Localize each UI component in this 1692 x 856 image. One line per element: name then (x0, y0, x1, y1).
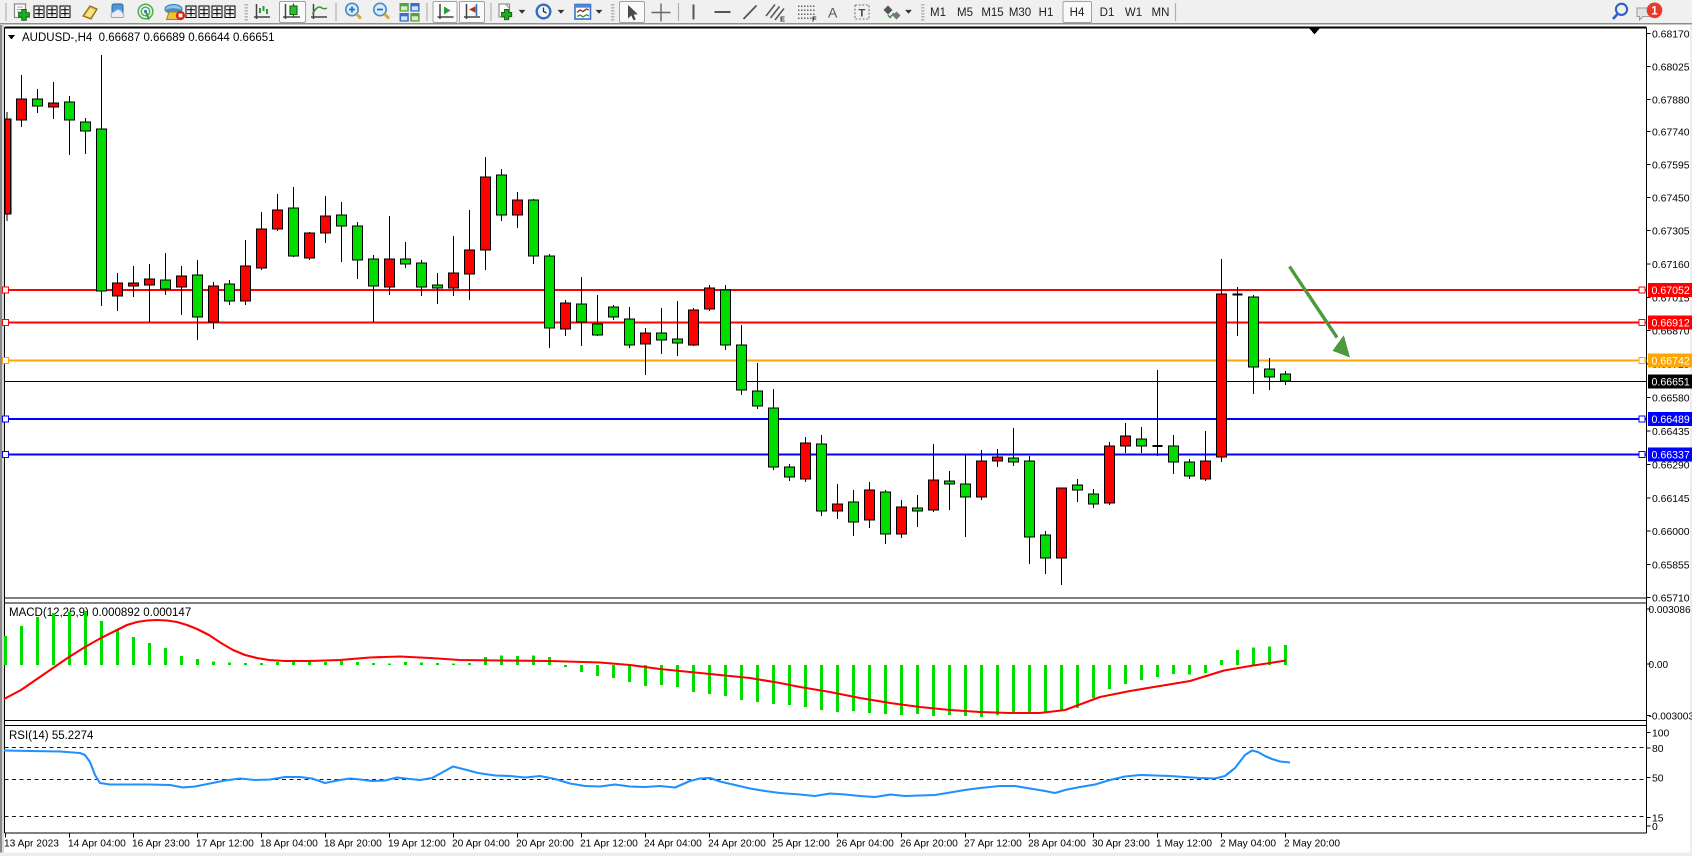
svg-text:0.65710: 0.65710 (1652, 593, 1690, 604)
svg-text:M5: M5 (957, 7, 973, 19)
svg-text:0.66742: 0.66742 (1652, 355, 1690, 367)
svg-text:16 Apr 23:00: 16 Apr 23:00 (132, 839, 190, 850)
svg-text:0.00: 0.00 (1649, 660, 1669, 671)
svg-text:18 Apr 04:00: 18 Apr 04:00 (260, 839, 318, 850)
svg-text:20 Apr 04:00: 20 Apr 04:00 (452, 839, 510, 850)
svg-text:0.66290: 0.66290 (1652, 460, 1690, 471)
svg-text:0.67880: 0.67880 (1652, 95, 1690, 106)
svg-text:H4: H4 (1070, 7, 1085, 19)
svg-text:0.68170: 0.68170 (1652, 29, 1690, 40)
svg-text:0.66000: 0.66000 (1652, 527, 1690, 538)
svg-text:28 Apr 04:00: 28 Apr 04:00 (1028, 839, 1086, 850)
svg-text:F: F (812, 15, 817, 24)
svg-text:24 Apr 04:00: 24 Apr 04:00 (644, 839, 702, 850)
svg-text:T: T (859, 8, 866, 20)
svg-text:2 May 20:00: 2 May 20:00 (1284, 839, 1340, 850)
svg-text:19 Apr 12:00: 19 Apr 12:00 (388, 839, 446, 850)
svg-text:30 Apr 23:00: 30 Apr 23:00 (1092, 839, 1150, 850)
svg-text:M30: M30 (1009, 7, 1031, 19)
svg-text:0.65855: 0.65855 (1652, 560, 1690, 571)
svg-text:0.67160: 0.67160 (1652, 260, 1690, 271)
svg-text:0.67052: 0.67052 (1652, 285, 1690, 297)
svg-text:21 Apr 12:00: 21 Apr 12:00 (580, 839, 638, 850)
svg-text:0.67305: 0.67305 (1652, 226, 1690, 237)
svg-text:20 Apr 20:00: 20 Apr 20:00 (516, 839, 574, 850)
svg-text:0.66870: 0.66870 (1652, 326, 1690, 337)
svg-text:0.67450: 0.67450 (1652, 193, 1690, 204)
svg-text:24 Apr 20:00: 24 Apr 20:00 (708, 839, 766, 850)
svg-text:AUDUSD-,H4 0.66687 0.66689 0.: AUDUSD-,H4 0.66687 0.66689 0.66644 0.666… (22, 32, 275, 44)
svg-text:2 May 04:00: 2 May 04:00 (1220, 839, 1276, 850)
svg-text:D1: D1 (1100, 7, 1115, 19)
svg-text:0.66580: 0.66580 (1652, 393, 1690, 404)
svg-text:MN: MN (1152, 7, 1170, 19)
svg-text:80: 80 (1652, 744, 1664, 755)
svg-text:18 Apr 20:00: 18 Apr 20:00 (324, 839, 382, 850)
svg-text:RSI(14) 55.2274: RSI(14) 55.2274 (9, 730, 94, 742)
svg-text:26 Apr 20:00: 26 Apr 20:00 (900, 839, 958, 850)
svg-text:1: 1 (1651, 6, 1658, 18)
svg-text:15: 15 (1652, 813, 1664, 824)
svg-text:50: 50 (1652, 773, 1664, 784)
svg-text:0.66489: 0.66489 (1652, 414, 1690, 426)
svg-text:E: E (780, 15, 785, 24)
svg-text:17 Apr 12:00: 17 Apr 12:00 (196, 839, 254, 850)
svg-text:M1: M1 (930, 7, 946, 19)
svg-text:0.66435: 0.66435 (1652, 427, 1690, 438)
svg-text:0.003086: 0.003086 (1649, 605, 1691, 616)
svg-text:M15: M15 (981, 7, 1003, 19)
svg-text:0.66145: 0.66145 (1652, 494, 1690, 505)
svg-text:-0.003003: -0.003003 (1649, 711, 1692, 722)
svg-text:0.67015: 0.67015 (1652, 293, 1690, 304)
svg-text:H1: H1 (1039, 7, 1054, 19)
svg-text:26 Apr 04:00: 26 Apr 04:00 (836, 839, 894, 850)
svg-text:W1: W1 (1125, 7, 1142, 19)
svg-text:0.66337: 0.66337 (1652, 449, 1690, 461)
svg-text:1 May 12:00: 1 May 12:00 (1156, 839, 1212, 850)
svg-text:0.68025: 0.68025 (1652, 62, 1690, 73)
svg-text:0.66651: 0.66651 (1652, 376, 1690, 388)
svg-text:0.67740: 0.67740 (1652, 127, 1690, 138)
svg-text:0.67595: 0.67595 (1652, 160, 1690, 171)
svg-text:13 Apr 2023: 13 Apr 2023 (4, 839, 59, 850)
svg-text:0: 0 (1652, 822, 1658, 833)
svg-text:25 Apr 12:00: 25 Apr 12:00 (772, 839, 830, 850)
svg-text:100: 100 (1652, 728, 1670, 739)
svg-text:27 Apr 12:00: 27 Apr 12:00 (964, 839, 1022, 850)
svg-text:0.66912: 0.66912 (1652, 317, 1690, 329)
svg-text:14 Apr 04:00: 14 Apr 04:00 (68, 839, 126, 850)
svg-text:A: A (828, 5, 838, 21)
